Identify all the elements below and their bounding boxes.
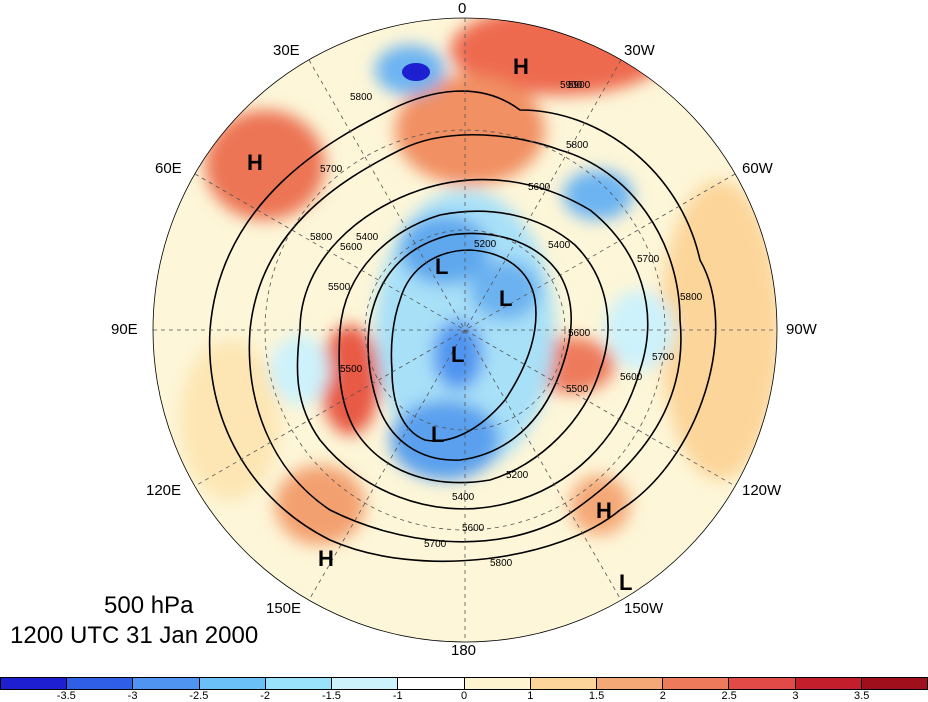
lon-label-150e: 150E: [266, 600, 302, 617]
colorbar-tick-label: -3.5: [56, 690, 76, 702]
high-center: H: [318, 546, 334, 571]
low-center: L: [435, 254, 448, 279]
colorbar-segment: [596, 678, 664, 689]
contour-label: 5800: [566, 140, 589, 151]
colorbar-tick-label: -2.5: [189, 690, 209, 702]
lon-label-30e: 30E: [273, 42, 300, 59]
contour-label: 5700: [637, 254, 660, 265]
contour-label: 5700: [424, 539, 447, 550]
colorbar-segment: [464, 678, 531, 689]
contour-label: 5400: [548, 240, 571, 251]
contour-label: 5800: [310, 232, 333, 243]
lon-label-120w: 120W: [742, 482, 782, 499]
colorbar-tick-label: 2: [659, 690, 666, 702]
contour-label: 5800: [490, 558, 513, 569]
colorbar-tick-label: 0: [460, 690, 468, 702]
pressure-level-label: 500 hPa: [104, 592, 194, 619]
low-center: L: [499, 286, 512, 311]
contour-label: 5800: [680, 292, 703, 303]
low-center: L: [451, 342, 464, 367]
contour-label: 5200: [506, 470, 529, 481]
contour-label: 5600: [620, 372, 643, 383]
contour-label: 5800: [350, 92, 373, 103]
colorbar-segment: [398, 678, 465, 689]
colorbar-tick-label: 1.5: [588, 690, 605, 702]
high-center: H: [247, 150, 263, 175]
lon-label-120e: 120E: [146, 482, 182, 499]
colorbar-segment: [729, 678, 796, 689]
lon-label-150w: 150W: [624, 600, 664, 617]
contour-label: 5200: [474, 239, 497, 250]
colorbar-tick-label: -2: [260, 690, 271, 702]
contour-label: 5500: [340, 364, 363, 375]
colorbar-tick-label: 3: [792, 690, 799, 702]
high-center: H: [596, 498, 612, 523]
lon-label-30w: 30W: [624, 42, 655, 59]
colorbar-segment: [663, 678, 730, 689]
contour-label: 5700: [320, 164, 343, 175]
low-center: L: [619, 570, 632, 595]
colorbar-segment: [67, 678, 134, 689]
colorbar-tick-label: 2.5: [721, 690, 737, 702]
colorbar-segment: [795, 678, 862, 689]
colorbar-segment: [1, 678, 68, 689]
contour-label: 5700: [652, 352, 675, 363]
contour-label: 5500: [328, 282, 351, 293]
contour-label: 5600: [528, 182, 551, 193]
map-boundary: [152, 17, 778, 643]
contour-label: 5600: [568, 328, 591, 339]
low-center: L: [431, 422, 444, 447]
contour-label: 5400: [356, 232, 379, 243]
contour-label: 5400: [452, 492, 475, 503]
colorbar-segment: [861, 678, 928, 689]
lon-label-90e: 90E: [111, 321, 138, 338]
contour-label: 5900: [560, 80, 583, 91]
colorbar-tick-label: -1.5: [321, 690, 341, 702]
contour-label: 5900: [568, 80, 591, 91]
lon-label-180: 180: [451, 642, 477, 659]
contour-label: 5500: [566, 384, 589, 395]
colorbar-segment: [265, 678, 333, 689]
anomaly-field: [153, 18, 777, 642]
colorbar-segment: [133, 678, 200, 689]
colorbar-segment: [199, 678, 266, 689]
colorbar-tick-label: -1: [392, 690, 403, 702]
colorbar-tick-label: 1: [527, 690, 534, 702]
lon-label-0: 0: [458, 0, 467, 17]
colorbar-tick-label: 3.5: [854, 690, 870, 702]
colorbar-segment: [530, 678, 597, 689]
colorbar-segment: [332, 678, 399, 689]
colorbar: [0, 677, 928, 690]
valid-time-label: 1200 UTC 31 Jan 2000: [10, 622, 259, 649]
lon-label-60w: 60W: [742, 160, 773, 177]
contour-label: 5600: [340, 242, 363, 253]
lon-label-90w: 90W: [786, 321, 817, 338]
lon-label-60e: 60E: [155, 160, 182, 177]
high-center: H: [513, 54, 529, 79]
contour-label: 5600: [462, 523, 485, 534]
colorbar-tick-label: -3: [127, 690, 138, 702]
